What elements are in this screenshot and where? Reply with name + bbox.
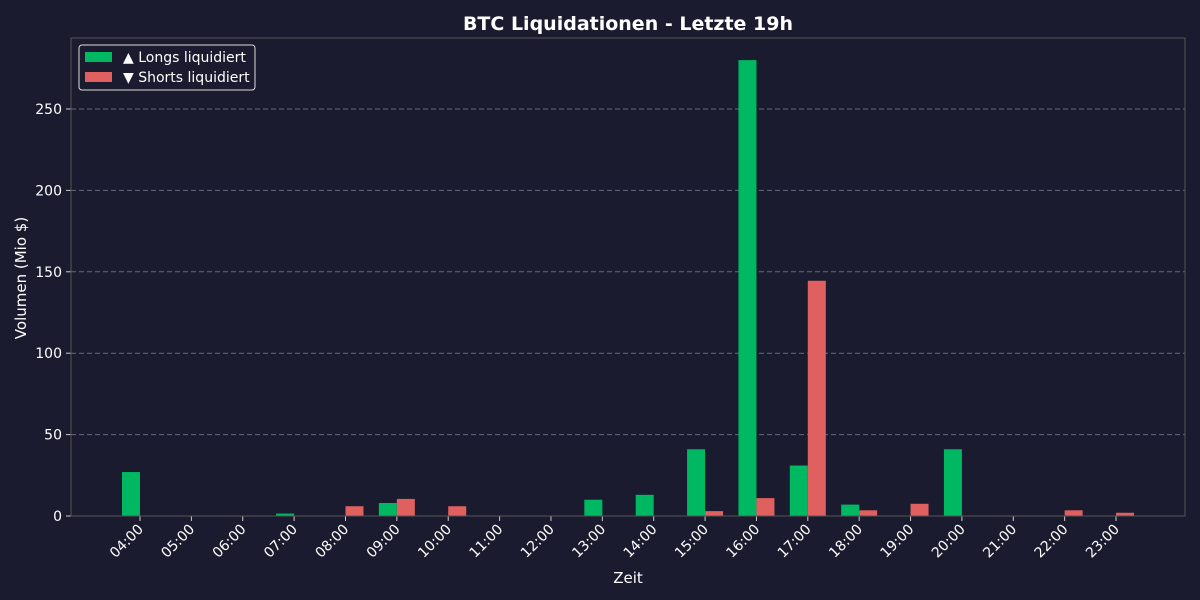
chart-title: BTC Liquidationen - Letzte 19h [463,13,793,35]
y-axis-label: Volumen (Mio $) [12,217,30,339]
legend-label: ▼ Shorts liquidiert [123,70,250,86]
plot-frame [70,37,1186,517]
bar [687,449,706,516]
bar [635,494,654,516]
bar [1064,510,1083,516]
bar [378,502,397,516]
bar [910,503,929,516]
y-tick-label: 100 [35,346,62,362]
bar [807,280,826,516]
legend-box [78,44,256,91]
bar [345,506,364,516]
legend-swatch [85,52,112,62]
y-tick-label: 200 [35,183,62,199]
y-tick-label: 250 [35,102,62,118]
y-tick-label: 150 [35,265,62,281]
legend-swatch [85,72,112,82]
bar [738,60,757,516]
bar [859,510,878,516]
bar [841,504,860,516]
bar [122,472,140,516]
bar [584,499,603,516]
bar [448,506,467,516]
y-tick-label: 50 [44,428,62,444]
bar [756,498,775,516]
bar [943,449,962,516]
x-axis-label: Zeit [613,569,643,587]
y-tick-label: 0 [53,509,62,525]
bar [396,498,415,516]
bar [276,513,295,516]
bar [1116,512,1135,516]
legend-label: ▲ Longs liquidiert [123,50,246,66]
bar [705,511,724,516]
bar [789,465,808,516]
